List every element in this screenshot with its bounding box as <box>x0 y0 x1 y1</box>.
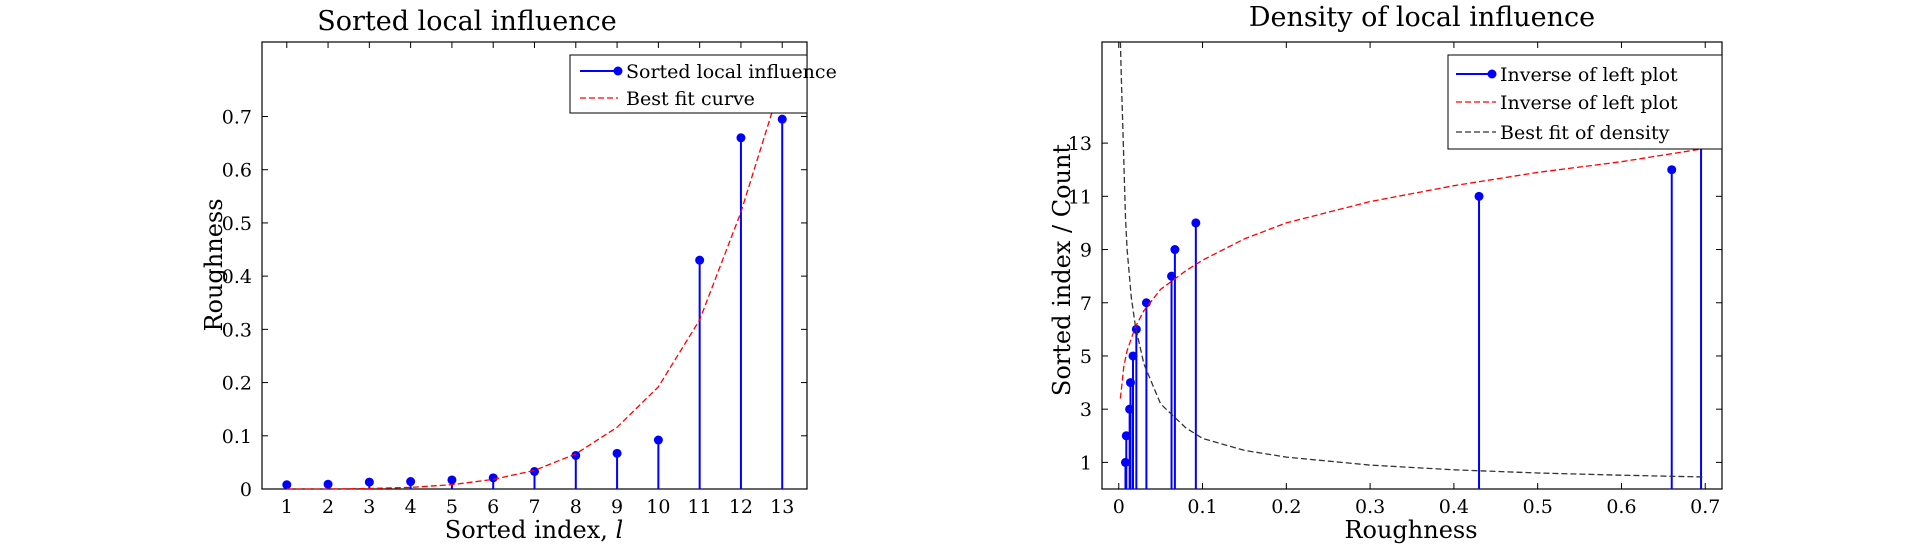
right-x-tick-label: 0.5 <box>1523 496 1553 518</box>
right-x-tick-label: 0.3 <box>1355 496 1385 518</box>
right-x-tick-label: 0.6 <box>1606 496 1636 518</box>
left-y-tick-label: 0.3 <box>222 319 252 341</box>
left-stem-marker <box>364 477 374 487</box>
left-series-2-curve <box>286 105 775 490</box>
left-x-tick-label: 11 <box>688 496 712 518</box>
left-stem-marker <box>406 477 416 487</box>
right-y-tick-label: 3 <box>1080 399 1092 421</box>
right-chart: Density of local influence 0 0.1 0.2 0.3 0.4… <box>1048 2 1723 544</box>
left-x-tick-label: 8 <box>570 496 582 518</box>
left-chart-title: Sorted local influence <box>317 6 617 37</box>
right-stem-marker <box>1667 165 1677 175</box>
left-stem-marker <box>777 114 787 124</box>
left-y-tick-label: 0 <box>240 479 252 501</box>
left-y-axis-label: Roughness <box>200 198 228 331</box>
right-y-tick-label: 13 <box>1068 133 1092 155</box>
left-x-tick-label: 6 <box>487 496 499 518</box>
left-y-tick-label: 0.7 <box>222 107 252 129</box>
left-x-tick-label: 2 <box>322 496 334 518</box>
left-stem-marker <box>282 480 292 490</box>
left-chart: Sorted local influence 1 2 3 4 5 6 7 8 9 10 11 12 13… <box>200 6 837 544</box>
left-x-tick-label: 4 <box>405 496 417 518</box>
right-chart-title: Density of local influence <box>1249 2 1595 33</box>
right-series-2-curve <box>1119 147 1706 399</box>
left-stem-marker <box>612 448 622 458</box>
left-x-tick-label: 10 <box>646 496 670 518</box>
right-y-tick-label: 5 <box>1080 346 1092 368</box>
left-y-tick-label: 0.1 <box>222 426 252 448</box>
right-stem-marker <box>1474 191 1484 201</box>
right-legend-marker <box>1487 69 1497 79</box>
left-stem-marker <box>447 475 457 485</box>
left-stem-marker <box>571 450 581 460</box>
right-y-axis-label: Sorted index / Count <box>1048 144 1076 397</box>
left-stem-marker <box>736 133 746 143</box>
left-stem-marker <box>323 479 333 489</box>
left-x-tick-label: 7 <box>528 496 540 518</box>
left-x-tick-label: 12 <box>729 496 753 518</box>
right-y-tick-label: 9 <box>1080 240 1092 262</box>
right-series-3-curve <box>1119 41 1706 478</box>
left-plot-area <box>261 41 808 490</box>
right-stem-marker <box>1128 351 1138 361</box>
left-stem-marker <box>653 435 663 445</box>
right-y-tick-label: 1 <box>1080 452 1092 474</box>
right-legend-entry-3: Best fit of density <box>1500 122 1670 144</box>
left-y-tick-label: 0.4 <box>222 266 252 288</box>
left-y-tick-label: 0.6 <box>222 160 252 182</box>
left-x-tick-label: 13 <box>770 496 794 518</box>
right-y-tick-label: 7 <box>1080 293 1092 315</box>
left-legend: Sorted local influence Best fit curve <box>569 54 837 114</box>
left-stem-marker <box>488 473 498 483</box>
right-x-tick-label: 0.1 <box>1187 496 1217 518</box>
left-x-tick-label: 3 <box>363 496 375 518</box>
left-x-tick-label: 9 <box>611 496 623 518</box>
right-stem-marker <box>1121 431 1131 441</box>
left-x-axis-label: Sorted index, l <box>445 516 623 544</box>
left-stem-marker <box>695 255 705 265</box>
right-x-tick-label: 0.4 <box>1439 496 1469 518</box>
right-y-tick-label: 11 <box>1068 186 1092 208</box>
right-x-tick-label: 0.2 <box>1271 496 1301 518</box>
left-legend-entry-1: Sorted local influence <box>626 61 837 83</box>
right-legend-entry-1: Inverse of left plot <box>1500 64 1678 86</box>
left-x-tick-label: 1 <box>281 496 293 518</box>
left-x-tick-label: 5 <box>446 496 458 518</box>
right-x-axis-label: Roughness <box>1344 516 1477 544</box>
right-legend: Inverse of left plot Inverse of left plo… <box>1447 54 1723 150</box>
right-x-tick-label: 0.7 <box>1690 496 1720 518</box>
left-y-tick-label: 0.5 <box>222 213 252 235</box>
right-x-tick-label: 0 <box>1113 496 1125 518</box>
left-legend-marker <box>613 66 623 76</box>
right-legend-entry-2: Inverse of left plot <box>1500 92 1678 114</box>
left-legend-entry-2: Best fit curve <box>626 88 755 110</box>
right-stem-marker <box>1170 245 1180 255</box>
left-y-tick-label: 0.2 <box>222 373 252 395</box>
left-stem-marker <box>530 466 539 476</box>
right-stem-marker <box>1167 271 1177 281</box>
right-stem-marker <box>1191 218 1201 228</box>
